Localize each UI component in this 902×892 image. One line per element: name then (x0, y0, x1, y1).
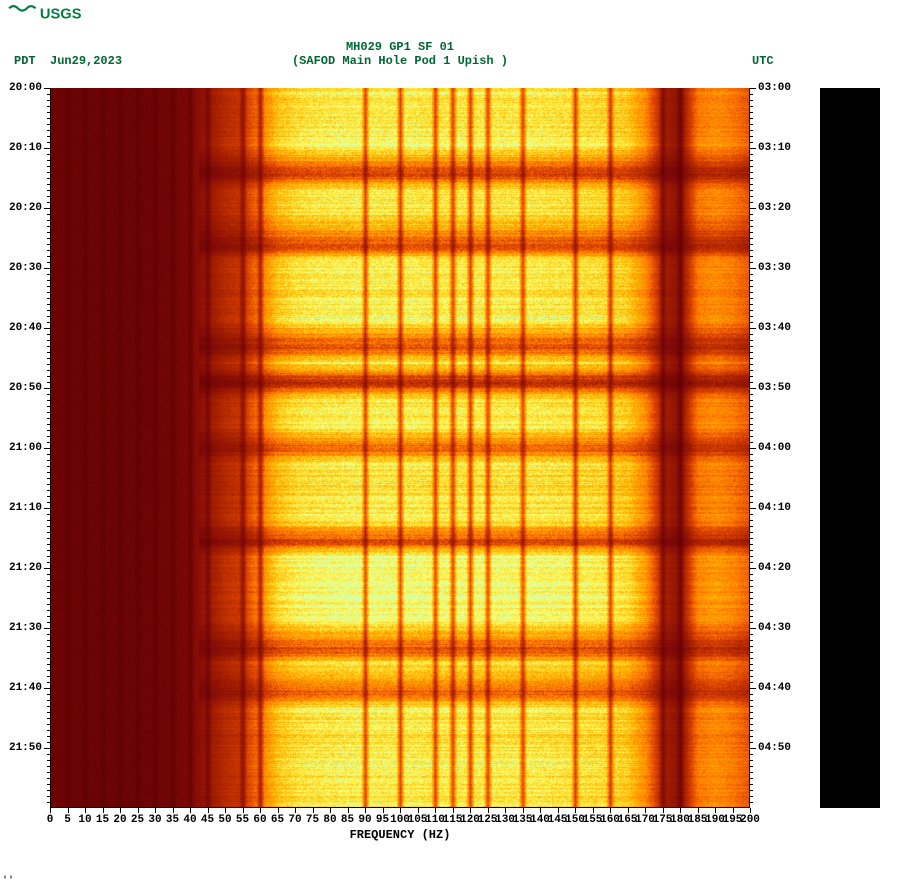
xtick-label: 25 (131, 814, 144, 826)
ytick-right-label: 03:00 (758, 82, 791, 94)
xtick-label: 10 (78, 814, 91, 826)
ytick-right-label: 03:50 (758, 382, 791, 394)
y-axis-left: 20:0020:1020:2020:3020:4020:5021:0021:10… (0, 88, 50, 808)
xtick-label: 20 (113, 814, 126, 826)
ytick-left-label: 20:30 (9, 262, 42, 274)
spectrogram-canvas (50, 88, 750, 808)
right-tz: UTC (752, 54, 774, 68)
xtick-label: 45 (201, 814, 214, 826)
ytick-right-label: 04:30 (758, 622, 791, 634)
xtick-label: 0 (47, 814, 54, 826)
ytick-left-label: 21:40 (9, 682, 42, 694)
ytick-right-label: 03:20 (758, 202, 791, 214)
ytick-left-label: 21:30 (9, 622, 42, 634)
x-axis-label: FREQUENCY (HZ) (50, 828, 750, 842)
colorbar (820, 88, 880, 808)
xtick-label: 90 (358, 814, 371, 826)
xtick-label: 55 (236, 814, 249, 826)
xtick-label: 200 (740, 814, 760, 826)
xtick-label: 75 (306, 814, 319, 826)
ytick-left-label: 21:00 (9, 442, 42, 454)
ytick-right-label: 04:10 (758, 502, 791, 514)
xtick-label: 70 (288, 814, 301, 826)
header-right: UTC (752, 54, 774, 68)
ytick-right-label: 03:30 (758, 262, 791, 274)
ytick-left-label: 20:20 (9, 202, 42, 214)
ytick-right-label: 04:20 (758, 562, 791, 574)
xtick-label: 60 (253, 814, 266, 826)
usgs-logo: USGS (4, 4, 114, 26)
xtick-label: 50 (218, 814, 231, 826)
header-date: Jun29,2023 (50, 54, 122, 68)
ytick-right-label: 04:00 (758, 442, 791, 454)
left-tz: PDT (14, 54, 36, 68)
xtick-label: 85 (341, 814, 354, 826)
footer-mark: '' (2, 876, 14, 887)
ytick-right-label: 03:10 (758, 142, 791, 154)
ytick-left-label: 21:20 (9, 562, 42, 574)
ytick-left-label: 20:10 (9, 142, 42, 154)
x-axis: FREQUENCY (HZ) 05 10 15 20 25 30 35 40 45 50 55 60 6… (50, 808, 750, 848)
ytick-left-label: 21:10 (9, 502, 42, 514)
y-axis-right: 03:0003:1003:2003:3003:4003:5004:0004:10… (750, 88, 810, 808)
ytick-left-label: 20:40 (9, 322, 42, 334)
ytick-right-label: 04:50 (758, 742, 791, 754)
xtick-label: 65 (271, 814, 284, 826)
spectrogram-plot (50, 88, 750, 808)
xtick-label: 35 (166, 814, 179, 826)
ytick-left-label: 20:50 (9, 382, 42, 394)
ytick-left-label: 20:00 (9, 82, 42, 94)
title-line-1: MH029 GP1 SF 01 (0, 40, 800, 54)
xtick-label: 40 (183, 814, 196, 826)
ytick-right-label: 04:40 (758, 682, 791, 694)
svg-text:USGS: USGS (40, 7, 82, 23)
ytick-right-label: 03:40 (758, 322, 791, 334)
xtick-label: 95 (376, 814, 389, 826)
xtick-label: 30 (148, 814, 161, 826)
xtick-label: 80 (323, 814, 336, 826)
xtick-label: 15 (96, 814, 109, 826)
ytick-left-label: 21:50 (9, 742, 42, 754)
header-left: PDT Jun29,2023 (14, 54, 122, 68)
xtick-label: 5 (64, 814, 71, 826)
